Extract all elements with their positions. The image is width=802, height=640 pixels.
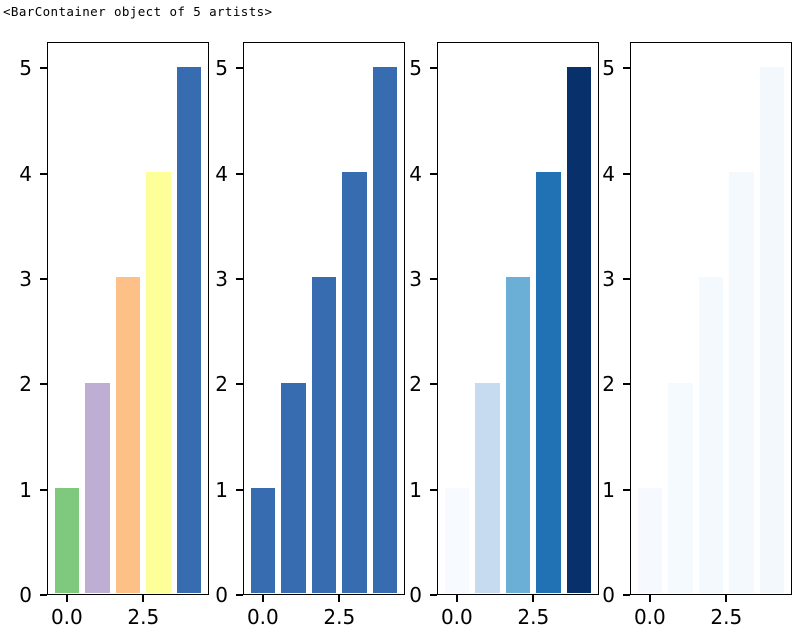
y-tick-mark: [623, 488, 630, 491]
y-tick-label: 4: [602, 161, 615, 186]
y-tick-label: 4: [19, 161, 32, 186]
y-tick-mark: [236, 278, 243, 280]
x-tick-label: 2.5: [710, 605, 743, 629]
y-tick-label: 0: [409, 583, 422, 607]
y-tick-label: 5: [19, 56, 32, 81]
y-tick-mark: [430, 172, 437, 175]
bar-4-1: [637, 488, 663, 594]
bar-3-2: [475, 382, 500, 594]
bar-2-4: [342, 172, 367, 594]
y-tick-mark: [623, 278, 630, 280]
bar-4-4: [729, 172, 754, 594]
y-tick-mark: [236, 67, 243, 70]
bar-3-4: [536, 172, 561, 594]
y-tick-label: 2: [602, 372, 615, 397]
bar-1-1: [54, 488, 80, 594]
y-tick-mark: [430, 278, 437, 280]
y-tick-mark: [236, 488, 243, 491]
y-tick-label: 1: [409, 477, 422, 502]
figure-title-text: <BarContainer object of 5 artists>: [3, 4, 273, 19]
bar-2-1: [250, 488, 276, 594]
y-tick-mark: [623, 383, 630, 386]
y-tick-mark: [236, 383, 243, 386]
y-tick-label: 2: [215, 372, 228, 397]
x-tick-mark: [142, 595, 145, 602]
y-tick-label: 0: [19, 583, 32, 607]
bar-1-5: [176, 66, 202, 594]
bar-2-2: [281, 382, 306, 594]
y-tick-label: 5: [409, 56, 422, 81]
y-tick-mark: [430, 67, 437, 70]
x-tick-mark: [725, 595, 728, 602]
bar-3-5: [566, 66, 592, 594]
y-tick-label: 1: [215, 477, 228, 502]
y-tick-mark: [430, 383, 437, 386]
bar-2-5: [372, 66, 398, 594]
x-tick-mark: [338, 595, 341, 602]
y-tick-label: 0: [602, 583, 615, 607]
y-tick-label: 4: [409, 161, 422, 186]
x-tick-label: 0.0: [440, 605, 473, 629]
x-tick-label: 2.5: [127, 605, 160, 629]
y-tick-mark: [40, 172, 47, 175]
bar-1-2: [85, 382, 110, 594]
y-tick-label: 3: [409, 267, 422, 291]
bar-3-1: [444, 488, 470, 594]
bar-4-2: [668, 382, 693, 594]
y-tick-label: 2: [409, 372, 422, 397]
y-tick-mark: [40, 278, 47, 280]
bar-3-3: [505, 277, 531, 594]
y-tick-label: 3: [215, 267, 228, 291]
x-tick-mark: [65, 595, 68, 602]
y-tick-mark: [623, 594, 630, 596]
y-tick-mark: [236, 172, 243, 175]
y-tick-mark: [40, 594, 47, 596]
x-tick-mark: [261, 595, 264, 602]
bar-4-5: [759, 66, 785, 594]
y-tick-label: 5: [215, 56, 228, 81]
bar-4-3: [698, 277, 724, 594]
y-tick-mark: [430, 488, 437, 491]
x-tick-mark: [648, 595, 651, 602]
y-tick-label: 3: [19, 267, 32, 291]
y-tick-label: 5: [602, 56, 615, 81]
y-tick-mark: [40, 383, 47, 386]
x-tick-label: 0.0: [50, 605, 83, 629]
x-tick-label: 0.0: [633, 605, 666, 629]
bar-2-3: [311, 277, 337, 594]
y-tick-mark: [40, 67, 47, 70]
x-tick-label: 2.5: [323, 605, 356, 629]
y-tick-mark: [623, 67, 630, 70]
x-tick-mark: [532, 595, 535, 602]
x-tick-label: 0.0: [246, 605, 279, 629]
bar-1-3: [115, 277, 141, 594]
x-tick-label: 2.5: [517, 605, 550, 629]
y-tick-label: 0: [215, 583, 228, 607]
y-tick-mark: [430, 594, 437, 596]
y-tick-mark: [623, 172, 630, 175]
y-tick-label: 1: [602, 477, 615, 502]
y-tick-label: 1: [19, 477, 32, 502]
y-tick-label: 2: [19, 372, 32, 397]
y-tick-label: 4: [215, 161, 228, 186]
y-tick-label: 3: [602, 267, 615, 291]
x-tick-mark: [455, 595, 458, 602]
y-tick-mark: [236, 594, 243, 596]
y-tick-mark: [40, 488, 47, 491]
bar-1-4: [146, 172, 171, 594]
